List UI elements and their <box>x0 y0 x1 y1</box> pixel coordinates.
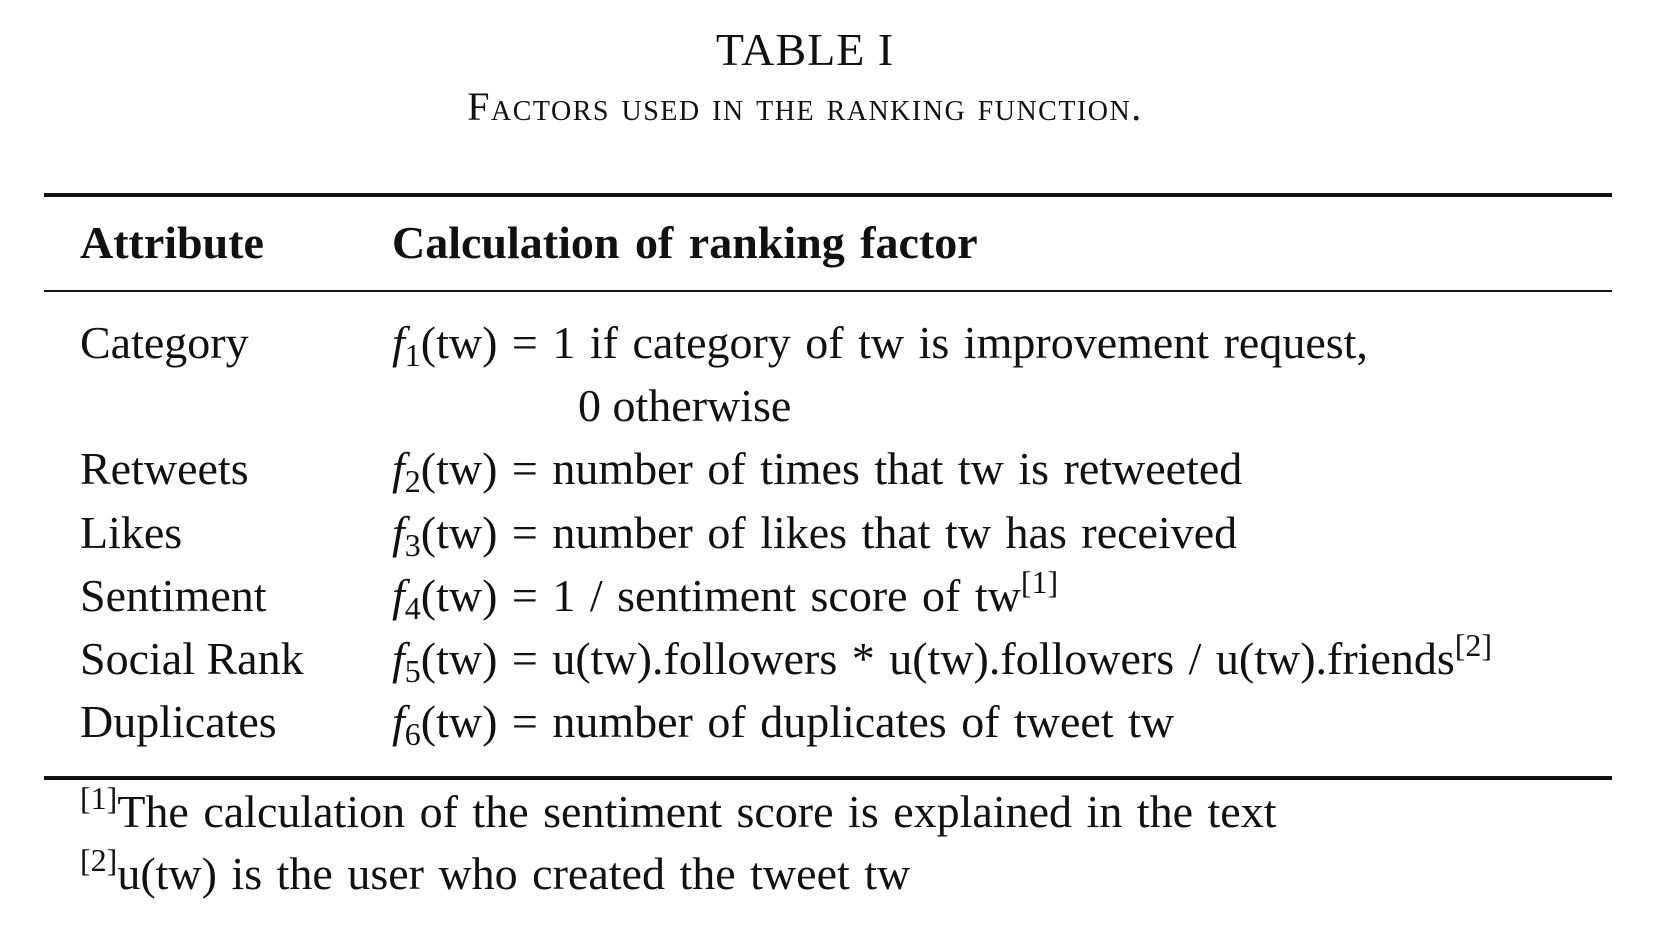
footnote-text: u(tw) is the user who created the tweet … <box>117 848 911 899</box>
function-symbol: f <box>392 633 405 684</box>
function-index: 4 <box>404 590 421 626</box>
function-index: 2 <box>404 463 421 499</box>
column-header-attribute: Attribute <box>80 217 264 268</box>
footnote-2: [2]u(tw) is the user who created the twe… <box>80 842 911 906</box>
function-index: 1 <box>404 337 421 373</box>
footnote-text: The calculation of the sentiment score i… <box>117 786 1277 837</box>
function-symbol: f <box>392 696 405 747</box>
footnote-1: [1]The calculation of the sentiment scor… <box>80 780 1277 844</box>
footnote-mark: [2] <box>80 842 118 878</box>
table-header-rule <box>44 290 1612 292</box>
function-index: 6 <box>404 716 421 752</box>
row-sentiment-attribute: Sentiment <box>80 570 267 621</box>
row-category-attribute: Category <box>80 317 249 368</box>
function-symbol: f <box>392 507 405 558</box>
row-sentiment-formula: f4(tw) = 1 / sentiment score of tw[1] <box>392 564 1058 628</box>
row-category-formula-continuation: 0 otherwise <box>578 380 792 431</box>
function-symbol: f <box>392 570 405 621</box>
footnote-reference: [2] <box>1454 627 1493 663</box>
row-category-formula: f1(tw) = 1 if category of tw is improvem… <box>392 315 1368 375</box>
table-caption-title: TABLE I <box>715 24 895 75</box>
table-top-rule <box>44 193 1612 197</box>
row-duplicates-attribute: Duplicates <box>80 696 277 747</box>
footnote-mark: [1] <box>80 780 118 816</box>
formula-text: (tw) = number of duplicates of tweet tw <box>420 696 1175 747</box>
row-likes-formula: f3(tw) = number of likes that tw has rec… <box>392 505 1237 565</box>
row-retweets-formula: f2(tw) = number of times that tw is retw… <box>392 441 1242 501</box>
function-index: 3 <box>404 527 421 563</box>
formula-text: (tw) = u(tw).followers * u(tw).followers… <box>420 633 1455 684</box>
function-index: 5 <box>404 653 421 689</box>
footnote-reference: [1] <box>1020 564 1059 600</box>
table-caption-subtitle: Factors used in the ranking function. <box>467 84 1143 129</box>
row-duplicates-formula: f6(tw) = number of duplicates of tweet t… <box>392 694 1174 754</box>
formula-text: (tw) = number of times that tw is retwee… <box>420 443 1243 494</box>
row-retweets-attribute: Retweets <box>80 443 249 494</box>
function-symbol: f <box>392 443 405 494</box>
formula-text: (tw) = 1 / sentiment score of tw <box>420 570 1021 621</box>
table-bottom-rule <box>44 776 1612 780</box>
formula-text: (tw) = number of likes that tw has recei… <box>420 507 1238 558</box>
function-symbol: f <box>392 317 405 368</box>
column-header-calculation: Calculation of ranking factor <box>392 217 978 268</box>
row-likes-attribute: Likes <box>80 507 183 558</box>
row-social-rank-formula: f5(tw) = u(tw).followers * u(tw).followe… <box>392 627 1492 691</box>
formula-text: (tw) = 1 if category of tw is improvemen… <box>420 317 1368 368</box>
row-social-rank-attribute: Social Rank <box>80 633 304 684</box>
